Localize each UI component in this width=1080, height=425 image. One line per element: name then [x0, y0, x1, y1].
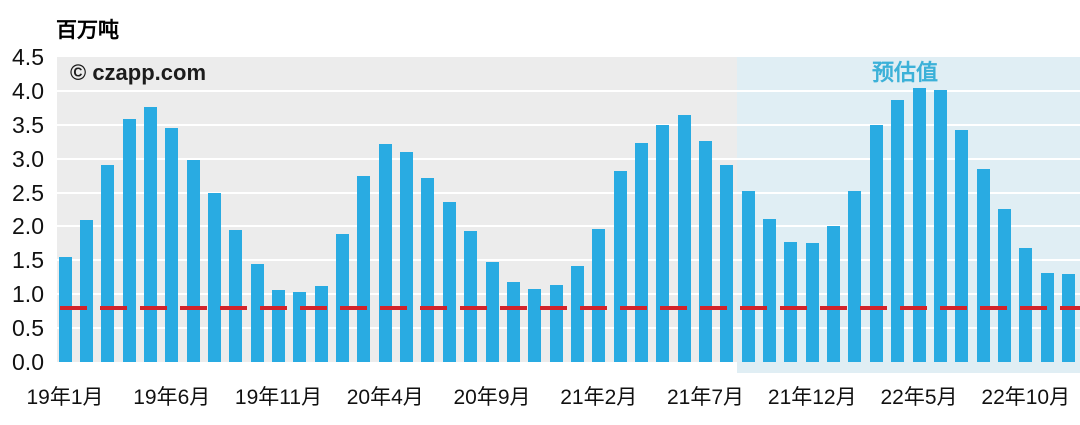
- bar-19年8月: [207, 192, 221, 362]
- bar-forecast-22年11月: [1040, 273, 1054, 362]
- bar-20年6月: [421, 177, 435, 362]
- bar-20年12月: [549, 284, 563, 362]
- bar-20年4月: [378, 143, 392, 362]
- bar-forecast-22年6月: [933, 89, 947, 362]
- gridline: [57, 259, 1080, 262]
- bar-21年6月: [677, 115, 691, 362]
- bar-forecast-22年10月: [1019, 248, 1033, 362]
- x-tick-label: 22年5月: [880, 386, 958, 409]
- gridline: [57, 327, 1080, 330]
- x-tick-label: 22年10月: [981, 386, 1071, 409]
- bar-forecast-22年9月: [997, 208, 1011, 362]
- bar-20年5月: [400, 151, 414, 362]
- watermark: © czapp.com: [70, 60, 207, 85]
- bar-forecast-22年1月: [827, 225, 841, 362]
- x-tick-label: 21年7月: [666, 386, 745, 409]
- bar-20年9月: [485, 262, 499, 362]
- bar-20年10月: [506, 282, 520, 362]
- bar-19年11月: [272, 290, 285, 362]
- y-tick-label: 4.5: [12, 44, 44, 70]
- bar-21年8月: [720, 165, 734, 362]
- bar-19年3月: [101, 165, 115, 362]
- x-tick-label: 21年2月: [560, 386, 638, 409]
- bar-19年9月: [229, 229, 243, 362]
- bar-19年6月: [165, 128, 179, 362]
- x-tick-label: 20年9月: [453, 386, 531, 409]
- bar-forecast-21年12月: [805, 242, 819, 362]
- bar-forecast-22年3月: [869, 125, 883, 362]
- x-tick-label: 19年1月: [26, 386, 104, 409]
- bar-20年3月: [357, 176, 371, 362]
- y-tick-label: 2.5: [12, 179, 44, 206]
- bar-19年5月: [143, 107, 157, 362]
- bar-20年7月: [442, 202, 456, 362]
- forecast-label: 预估值: [871, 60, 938, 85]
- gridline: [57, 225, 1080, 228]
- bar-forecast-21年10月: [763, 218, 777, 362]
- bar-21年5月: [656, 124, 670, 362]
- bar-20年2月: [336, 233, 350, 362]
- gridline: [57, 123, 1080, 126]
- y-tick-label: 4.0: [12, 77, 44, 104]
- y-tick-label: 3.5: [12, 111, 44, 138]
- bar-20年8月: [464, 230, 478, 362]
- x-tick-label: 20年4月: [346, 386, 424, 409]
- bar-forecast-21年9月: [741, 190, 755, 362]
- bar-21年3月: [613, 170, 627, 362]
- bar-21年1月: [570, 266, 584, 362]
- bar-forecast-22年7月: [955, 130, 969, 362]
- chart-title: 百万吨: [56, 19, 119, 42]
- y-tick-label: 0.0: [12, 349, 44, 375]
- bar-forecast-22年5月: [912, 88, 926, 362]
- x-tick-label: 21年12月: [767, 386, 857, 409]
- gridline: [57, 293, 1080, 296]
- y-tick-label: 2.0: [12, 213, 44, 240]
- bar-forecast-22年4月: [891, 100, 905, 362]
- bar-19年10月: [250, 263, 264, 362]
- bar-19年12月: [293, 292, 307, 362]
- x-tick-label: 19年6月: [133, 386, 211, 409]
- gridline: [57, 157, 1080, 160]
- bar-21年2月: [592, 229, 606, 362]
- bar-19年4月: [122, 119, 136, 362]
- bar-forecast-22年12月: [1061, 273, 1075, 362]
- bar-21年4月: [634, 143, 648, 362]
- gridline: [57, 191, 1080, 194]
- y-tick-label: 1.0: [12, 281, 44, 308]
- gridline: [57, 89, 1080, 92]
- y-tick-label: 3.0: [12, 145, 44, 172]
- y-tick-label: 1.5: [12, 247, 44, 274]
- reference-dashed-line: [60, 305, 1080, 310]
- bar-20年11月: [528, 288, 542, 362]
- bar-forecast-22年2月: [848, 190, 862, 362]
- bar-20年1月: [314, 286, 328, 362]
- x-tick-label: 19年11月: [234, 386, 323, 409]
- bar-forecast-22年8月: [976, 168, 990, 362]
- bar-forecast-21年11月: [784, 242, 798, 362]
- y-tick-label: 0.5: [12, 315, 44, 342]
- bar-19年7月: [186, 160, 200, 362]
- bar-19年2月: [79, 219, 93, 362]
- bar-21年7月: [699, 141, 712, 362]
